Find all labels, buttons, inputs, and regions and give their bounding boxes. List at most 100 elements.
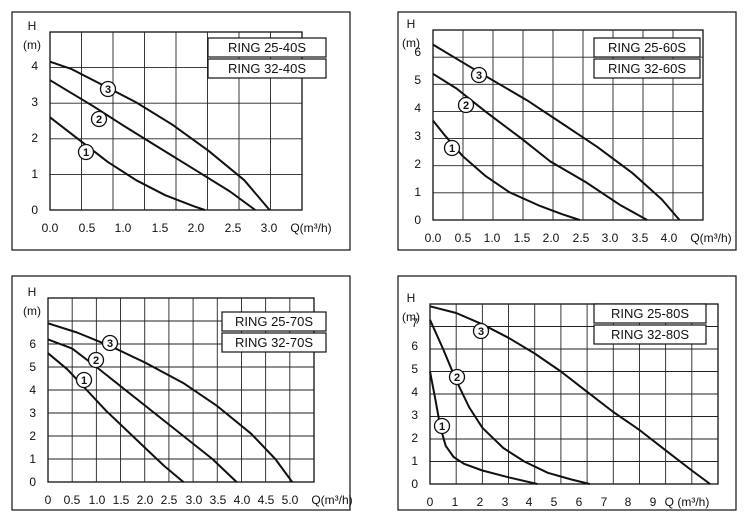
pump-curve-2 [49,79,256,211]
x-tick-label: 1.5 [152,221,169,235]
model-label: RING 25-60S [608,40,686,55]
curve-badge-label: 3 [476,70,482,82]
y-tick-label: 6 [29,337,36,351]
model-label-box [221,332,327,353]
x-tick-label: 1.0 [484,231,501,245]
x-axis-label: Q(m³/h) [311,493,352,507]
model-label: RING 32-60S [608,61,686,76]
y-tick-label: 1 [29,452,36,466]
chart-frame [11,11,351,251]
chart-1: H (m) 0 1 2 3 4 0.0 0.5 1.0 1.5 2.0 2.5 3.0 Q(m³/h) RIN… [11,11,351,251]
x-tick-label: 0.0 [425,231,442,245]
curve-badge [87,351,105,369]
curve-badge [99,80,117,98]
x-tick-label: 1 [452,495,459,509]
curve-badge-label: 1 [439,421,445,433]
y-tick-label: 0 [29,475,36,489]
pump-curve-1 [432,119,581,221]
y-axis-label: H [407,17,416,31]
chart-frame [11,275,351,511]
y-tick-label: 6 [411,339,418,353]
curve-badge-label: 1 [449,143,455,155]
x-tick-label: 3 [502,495,509,509]
x-axis-label: Q(m³/h) [690,231,731,245]
x-tick-label: 9 [650,495,657,509]
y-tick-label: 3 [31,95,38,109]
pump-curve-2 [429,319,590,485]
y-tick-label: 1 [411,454,418,468]
model-label-box [221,311,327,332]
chart-frame [397,275,737,511]
x-tick-label: 2.5 [225,221,242,235]
y-axis-label: H [28,19,37,33]
curve-badge-label: 2 [96,114,102,126]
curve-badge [101,334,119,352]
x-tick-label: 1.5 [514,231,531,245]
curve-badge [443,139,461,157]
curve-badge-label: 3 [107,338,113,350]
y-tick-label: 3 [29,406,36,420]
curve-badge [90,110,108,128]
model-label: RING 32-70S [235,335,313,350]
pump-curve-3 [432,43,681,221]
y-tick-label: 0 [414,213,421,227]
x-tick-label: 0.5 [455,231,472,245]
y-axis-unit: (m) [23,304,41,318]
pump-curve-1 [47,352,185,483]
y-tick-label: 5 [414,73,421,87]
x-tick-label: 2 [477,495,484,509]
x-tick-label: 4 [526,495,533,509]
x-tick-label: 4.5 [258,493,275,507]
x-tick-label: 1.0 [89,493,106,507]
y-tick-label: 0 [31,203,38,217]
pump-curve-2 [432,72,648,221]
curve-badge-label: 2 [454,372,460,384]
x-tick-label: 2.0 [543,231,560,245]
chart-2: H (m) 0 1 2 3 4 5 6 0.0 0.5 1.0 1.5 2.0 2.5 3.0 3.5 4.0 Q(… [397,11,737,251]
y-tick-label: 6 [414,45,421,59]
plot-area [432,29,704,221]
y-axis-unit: (m) [402,310,420,324]
model-label-box [593,58,701,79]
curve-badge [472,322,490,340]
model-label-box [207,58,327,79]
pump-curve-1 [429,371,538,485]
chart-4: H (m) 0 1 2 3 4 5 6 7 0 1 2 3 4 5 6 7 8 9 Q (m³/h) RING 25-80… [397,275,737,511]
curve-badge [77,143,95,161]
y-tick-label: 3 [411,408,418,422]
pump-curve-1 [49,116,206,211]
y-tick-label: 2 [414,157,421,171]
curve-badge-label: 1 [83,147,89,159]
y-tick-label: 1 [31,167,38,181]
x-tick-label: 6 [576,495,583,509]
y-axis-label: H [28,285,37,299]
x-tick-label: 8 [625,495,632,509]
model-label: RING 25-80S [611,306,689,321]
x-tick-label: 0 [45,493,52,507]
curve-badge-label: 2 [463,100,469,112]
x-tick-label: 0.5 [64,493,81,507]
curve-badge [457,96,475,114]
x-tick-label: 1.5 [113,493,130,507]
curve-badge-label: 3 [478,326,484,338]
model-label: RING 32-40S [228,61,306,76]
y-axis-label: H [407,291,416,305]
y-tick-label: 7 [411,316,418,330]
curve-badge-label: 1 [81,375,87,387]
x-tick-label: 7 [601,495,608,509]
model-label-box [593,37,701,58]
x-tick-label: 5 [551,495,558,509]
pump-curve-3 [429,305,711,485]
curve-badge [75,371,93,389]
model-label-box [593,324,707,345]
x-tick-label: 5.0 [282,493,299,507]
x-tick-label: 2.0 [188,221,205,235]
x-tick-label: 3.5 [632,231,649,245]
y-tick-label: 2 [31,131,38,145]
y-tick-label: 4 [31,59,38,73]
x-tick-label: 2.5 [161,493,178,507]
y-tick-label: 2 [29,429,36,443]
x-tick-label: 2.5 [573,231,590,245]
x-axis-label: Q (m³/h) [665,495,710,509]
